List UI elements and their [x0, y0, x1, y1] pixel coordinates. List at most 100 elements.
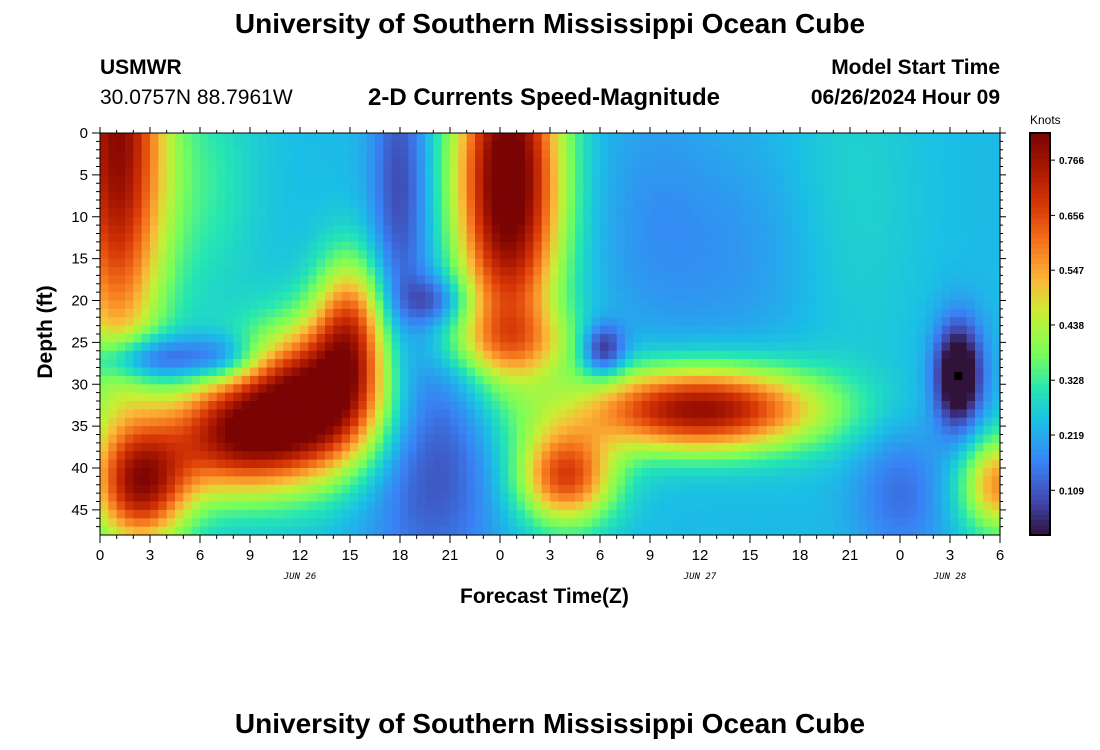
heatmap-cell: [758, 459, 768, 469]
heatmap-cell: [691, 476, 701, 486]
heatmap-cell: [175, 241, 184, 251]
heatmap-cell: [225, 308, 234, 318]
heatmap-cell: [825, 501, 834, 511]
heatmap-cell: [791, 459, 801, 469]
heatmap-cell: [216, 334, 226, 343]
heatmap-cell: [308, 501, 318, 511]
heatmap-cell: [366, 451, 376, 461]
heatmap-cell: [675, 459, 684, 469]
heatmap-cell: [725, 191, 734, 201]
heatmap-cell: [950, 392, 959, 402]
heatmap-cell: [816, 300, 826, 310]
heatmap-cell: [808, 174, 818, 184]
heatmap-cell: [441, 459, 451, 469]
heatmap-cell: [441, 392, 451, 402]
heatmap-cell: [175, 317, 184, 327]
heatmap-cell: [616, 191, 626, 201]
heatmap-cell: [325, 334, 334, 343]
heatmap-cell: [108, 267, 118, 276]
heatmap-cell: [475, 384, 484, 394]
heatmap-cell: [166, 350, 176, 360]
heatmap-cell: [600, 426, 609, 436]
heatmap-cell: [783, 468, 793, 477]
heatmap-cell: [400, 325, 409, 335]
heatmap-cell: [841, 518, 851, 528]
heatmap-cell: [691, 174, 701, 184]
heatmap-cell: [816, 367, 826, 377]
heatmap-cell: [558, 384, 568, 394]
heatmap-cell: [291, 350, 301, 360]
heatmap-cell: [291, 308, 301, 318]
heatmap-cell: [150, 367, 159, 377]
heatmap-cell: [441, 183, 451, 193]
heatmap-cell: [725, 417, 734, 427]
heatmap-cell: [416, 434, 426, 444]
heatmap-cell: [883, 233, 893, 243]
heatmap-cell: [908, 133, 918, 142]
heatmap-cell: [350, 208, 359, 218]
heatmap-cell: [125, 426, 134, 436]
heatmap-cell: [241, 459, 251, 469]
heatmap-cell: [283, 308, 293, 318]
heatmap-cell: [375, 417, 384, 427]
heatmap-cell: [358, 518, 368, 528]
heatmap-cell: [350, 417, 359, 427]
heatmap-cell: [483, 149, 493, 159]
heatmap-cell: [350, 241, 359, 251]
heatmap-cell: [550, 149, 559, 159]
heatmap-cell: [316, 241, 326, 251]
heatmap-cell: [675, 200, 684, 209]
heatmap-cell: [425, 359, 434, 369]
heatmap-cell: [958, 300, 968, 310]
heatmap-cell: [591, 468, 601, 477]
heatmap-cell: [691, 384, 701, 394]
heatmap-cell: [850, 434, 859, 444]
heatmap-cell: [533, 183, 543, 193]
heatmap-cell: [183, 275, 193, 285]
heatmap-cell: [450, 468, 459, 477]
heatmap-cell: [716, 275, 726, 285]
heatmap-cell: [175, 216, 184, 226]
heatmap-cell: [933, 267, 943, 276]
heatmap-cell: [366, 359, 376, 369]
heatmap-cell: [325, 308, 334, 318]
heatmap-cell: [350, 526, 359, 536]
heatmap-cell: [541, 149, 551, 159]
heatmap-cell: [766, 468, 776, 477]
heatmap-cell: [150, 459, 159, 469]
heatmap-cell: [133, 526, 143, 536]
heatmap-cell: [941, 216, 951, 226]
heatmap-cell: [333, 317, 343, 327]
heatmap-cell: [891, 409, 901, 419]
heatmap-cell: [608, 267, 618, 276]
heatmap-cell: [383, 183, 393, 193]
heatmap-cell: [500, 493, 509, 503]
heatmap-cell: [891, 267, 901, 276]
heatmap-cell: [475, 174, 484, 184]
heatmap-cell: [875, 191, 884, 201]
heatmap-cell: [708, 317, 718, 327]
heatmap-cell: [858, 417, 868, 427]
heatmap-cell: [916, 141, 926, 151]
heatmap-cell: [633, 526, 643, 536]
heatmap-cell: [366, 191, 376, 201]
heatmap-cell: [366, 317, 376, 327]
heatmap-cell: [766, 267, 776, 276]
heatmap-cell: [800, 191, 809, 201]
heatmap-cell: [941, 509, 951, 519]
heatmap-cell: [541, 158, 551, 168]
heatmap-cell: [100, 174, 109, 184]
heatmap-cell: [358, 149, 368, 159]
heatmap-cell: [700, 459, 709, 469]
heatmap-cell: [450, 250, 459, 260]
heatmap-cell: [483, 468, 493, 477]
heatmap-cell: [933, 300, 943, 310]
heatmap-cell: [258, 283, 268, 293]
heatmap-cell: [216, 468, 226, 477]
heatmap-cell: [558, 426, 568, 436]
heatmap-cell: [658, 283, 668, 293]
heatmap-cell: [116, 334, 126, 343]
heatmap-cell: [450, 292, 459, 302]
heatmap-cell: [516, 493, 526, 503]
heatmap-cell: [858, 468, 868, 477]
